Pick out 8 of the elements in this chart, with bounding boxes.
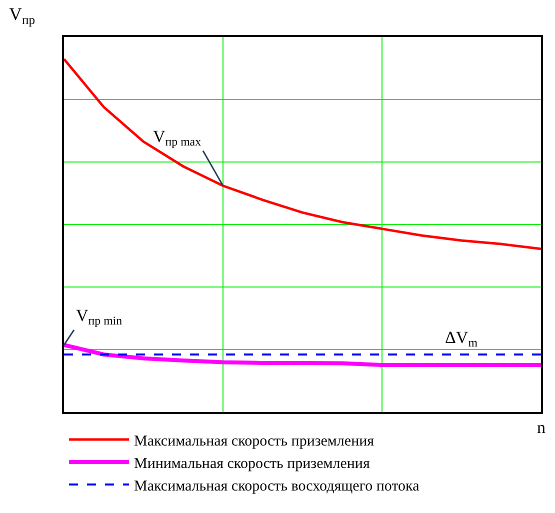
annotation: ΔV$_{m}$ (445, 328, 478, 350)
annotation: V$_{пр min}$ (76, 306, 122, 328)
legend-label: Максимальная скорость приземления (134, 433, 374, 450)
x-axis-title: n (537, 418, 546, 437)
legend-label: Максимальная скорость восходящего потока (134, 478, 420, 494)
annotation: V$_{пр max}$ (153, 127, 202, 149)
y-axis-title: V$_{пр}$ (9, 4, 36, 27)
legend-label: Минимальная скорость приземления (134, 456, 370, 472)
